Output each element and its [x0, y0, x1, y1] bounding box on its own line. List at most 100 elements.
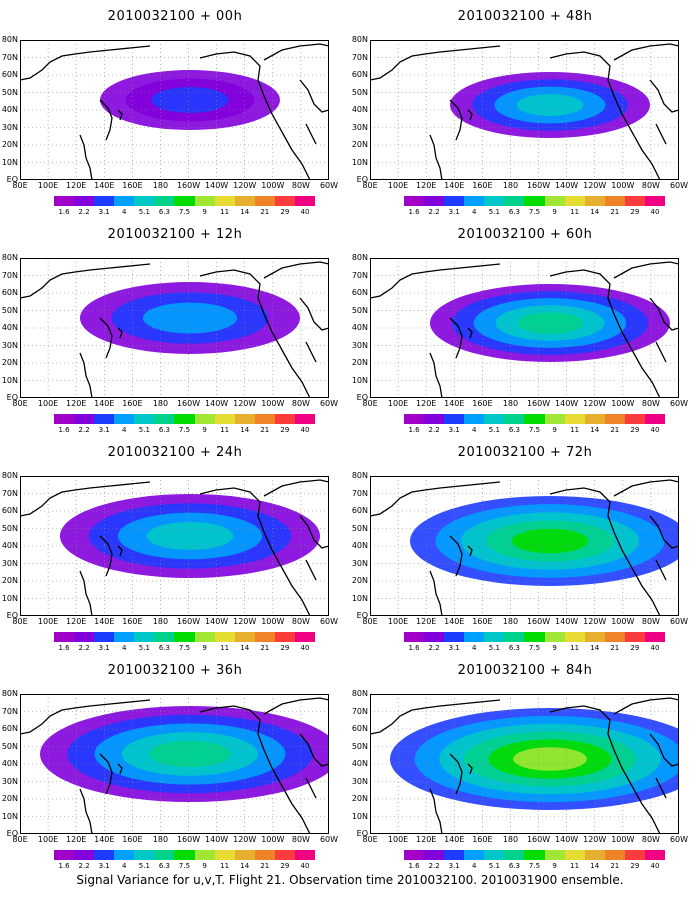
coastline — [199, 51, 311, 180]
colorbar-label: 29 — [630, 644, 640, 652]
coastline — [655, 559, 667, 581]
colorbar-swatch — [134, 850, 155, 860]
latitude-label: 40N — [1, 106, 18, 114]
map-area — [20, 694, 329, 834]
colorbar-swatch — [404, 196, 425, 206]
variance-map — [370, 476, 679, 616]
latitude-label: 70N — [1, 271, 18, 280]
colorbar — [54, 632, 316, 642]
colorbar-swatch — [424, 850, 445, 860]
coastline — [467, 327, 473, 339]
colorbar-swatch — [624, 196, 645, 206]
longitude-label: 100E — [37, 399, 59, 408]
coastline — [655, 777, 667, 799]
latitude-label: EQ — [6, 830, 18, 838]
colorbar-label: 1.6 — [58, 426, 70, 434]
colorbar — [54, 196, 316, 206]
longitude-label: 80W — [641, 399, 660, 408]
coastline — [199, 487, 311, 616]
longitude-label: 120W — [233, 835, 257, 844]
colorbar-label: 40 — [300, 644, 310, 652]
coastline — [549, 705, 661, 834]
map-panel: 2010032100 + 12h 80N 70N 60N 50N 40N 30N 20N 10N… — [0, 218, 350, 434]
colorbar-swatch — [274, 850, 295, 860]
colorbar-swatch — [404, 632, 425, 642]
map-panel: 2010032100 + 24h 80N 70N 60N 50N 40N 30N 20N 10N… — [0, 436, 350, 652]
coastline — [79, 352, 93, 398]
colorbar-label: 4 — [472, 644, 477, 652]
colorbar-swatch — [644, 196, 666, 206]
colorbar-swatch — [444, 196, 465, 206]
colorbar-swatch — [544, 414, 565, 424]
longitude-label: 80W — [641, 181, 660, 190]
panel-title: 2010032100 + 00h — [107, 9, 243, 24]
coastline — [20, 699, 151, 735]
colorbar-label: 4 — [122, 208, 127, 216]
colorbar-label: 4 — [472, 426, 477, 434]
longitude-label: 160E — [472, 399, 493, 408]
longitude-label: 100W — [611, 617, 635, 626]
latitude-label: 40N — [1, 760, 18, 768]
colorbar — [404, 414, 666, 424]
latitude-label: 80N — [1, 690, 18, 698]
coastline — [117, 327, 123, 339]
colorbar-label: 4 — [122, 862, 127, 870]
colorbar-label: 7.5 — [178, 426, 191, 434]
colorbar-label: 2.2 — [428, 862, 440, 870]
colorbar-label: 11 — [220, 426, 230, 434]
latitude-label: 20N — [1, 141, 18, 149]
colorbar-swatch — [504, 632, 525, 642]
colorbar-label: 5.1 — [138, 862, 150, 870]
longitude-label: 80E — [12, 617, 28, 626]
longitude-label: 80W — [291, 399, 310, 408]
latitude-label: EQ — [6, 394, 18, 402]
map-panel: 2010032100 + 60h 80N 70N 60N 50N 40N 30N 20N 10N… — [350, 218, 700, 434]
latitude-label: 50N — [351, 88, 368, 97]
colorbar-label: 7.5 — [528, 862, 541, 870]
latitude-label: 20N — [351, 577, 368, 585]
latitude-label: 80N — [351, 36, 368, 44]
colorbar-label: 14 — [240, 208, 250, 216]
latitude-label: 20N — [351, 141, 368, 149]
latitude-label: 60N — [351, 289, 368, 297]
longitude-label: 160W — [176, 835, 201, 844]
colorbar-label: 5.1 — [488, 644, 500, 652]
latitude-label: EQ — [6, 612, 18, 620]
colorbar-label: 11 — [570, 644, 580, 652]
colorbar-label: 11 — [220, 208, 230, 216]
longitude-label: 140E — [94, 617, 115, 626]
latitude-label: EQ — [356, 830, 368, 838]
coastline — [429, 570, 443, 616]
latitude-label: 70N — [351, 489, 368, 498]
longitude-label: 100W — [261, 835, 285, 844]
latitude-label: 40N — [351, 324, 368, 332]
colorbar-swatch — [154, 414, 175, 424]
variance-shading — [430, 284, 670, 362]
latitude-label: 80N — [351, 690, 368, 698]
colorbar-label: 5.1 — [138, 426, 150, 434]
colorbar-label: 11 — [220, 644, 230, 652]
longitude-label: 100E — [37, 181, 59, 190]
colorbar-swatch — [194, 196, 215, 206]
coastline — [79, 788, 93, 834]
coastline — [263, 43, 329, 61]
colorbar-label: 11 — [220, 862, 230, 870]
latitude-label: 70N — [1, 489, 18, 498]
longitude-label: 180 — [502, 835, 519, 844]
colorbar-swatch — [174, 414, 195, 424]
colorbar-label: 14 — [240, 426, 250, 434]
coastline — [449, 317, 463, 359]
colorbar-label: 2.2 — [428, 644, 440, 652]
colorbar-label: 6.3 — [508, 426, 520, 434]
longitude-label: 160W — [176, 399, 201, 408]
colorbar-label: 1.6 — [408, 644, 420, 652]
colorbar-label: 5.1 — [488, 208, 500, 216]
colorbar-swatch — [564, 414, 585, 424]
colorbar-label: 21 — [610, 862, 620, 870]
colorbar-swatch — [524, 850, 545, 860]
colorbar-swatch — [624, 632, 645, 642]
latitude-label: 50N — [1, 524, 18, 533]
colorbar-swatch — [94, 632, 115, 642]
longitude-label: 120W — [233, 399, 257, 408]
colorbar-swatch — [524, 414, 545, 424]
